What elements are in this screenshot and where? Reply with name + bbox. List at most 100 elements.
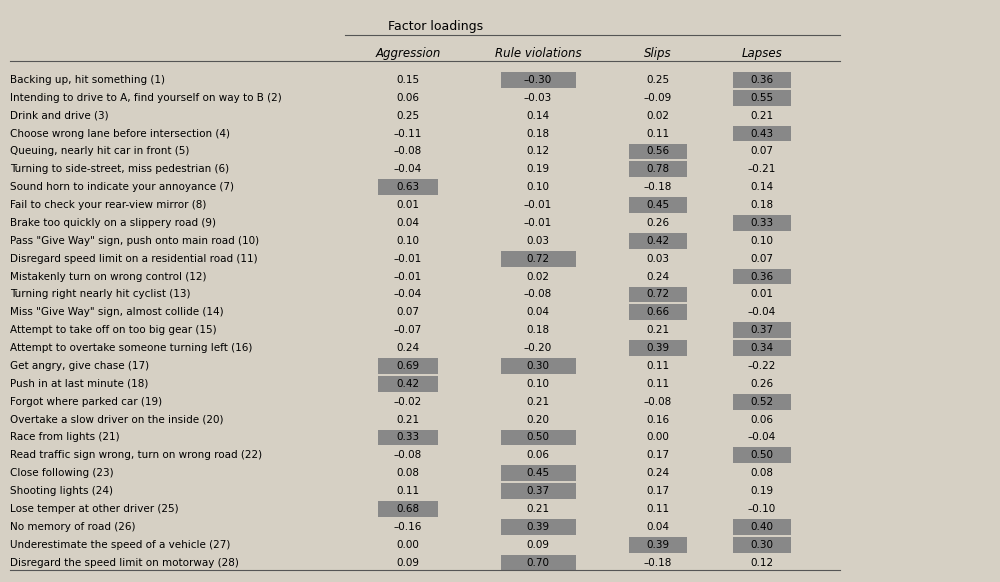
Text: 0.11: 0.11 bbox=[646, 504, 670, 514]
Text: 0.01: 0.01 bbox=[396, 200, 420, 210]
Text: 0.68: 0.68 bbox=[396, 504, 420, 514]
Bar bbox=[378, 430, 438, 445]
Text: –0.08: –0.08 bbox=[394, 147, 422, 157]
Text: Attempt to take off on too big gear (15): Attempt to take off on too big gear (15) bbox=[10, 325, 217, 335]
Text: –0.04: –0.04 bbox=[748, 307, 776, 317]
Text: –0.02: –0.02 bbox=[394, 397, 422, 407]
Text: Push in at last minute (18): Push in at last minute (18) bbox=[10, 379, 148, 389]
Text: –0.04: –0.04 bbox=[748, 432, 776, 442]
Text: –0.04: –0.04 bbox=[394, 289, 422, 300]
Bar bbox=[501, 358, 576, 374]
Text: 0.08: 0.08 bbox=[750, 468, 774, 478]
Bar bbox=[733, 394, 791, 410]
Text: –0.18: –0.18 bbox=[644, 182, 672, 192]
Text: Turning to side-street, miss pedestrian (6): Turning to side-street, miss pedestrian … bbox=[10, 164, 229, 175]
Text: 0.42: 0.42 bbox=[396, 379, 420, 389]
Text: 0.07: 0.07 bbox=[750, 147, 774, 157]
Text: 0.37: 0.37 bbox=[526, 486, 550, 496]
Text: 0.10: 0.10 bbox=[526, 182, 550, 192]
Text: 0.50: 0.50 bbox=[526, 432, 550, 442]
Text: 0.06: 0.06 bbox=[526, 450, 550, 460]
Bar bbox=[733, 340, 791, 356]
Text: –0.01: –0.01 bbox=[524, 200, 552, 210]
Text: No memory of road (26): No memory of road (26) bbox=[10, 522, 136, 532]
Text: 0.18: 0.18 bbox=[526, 325, 550, 335]
Text: –0.18: –0.18 bbox=[644, 558, 672, 567]
Text: 0.72: 0.72 bbox=[646, 289, 670, 300]
Text: 0.24: 0.24 bbox=[646, 468, 670, 478]
Text: 0.55: 0.55 bbox=[750, 93, 774, 103]
Text: 0.00: 0.00 bbox=[647, 432, 669, 442]
Bar bbox=[629, 197, 687, 213]
Bar bbox=[378, 501, 438, 517]
Bar bbox=[733, 269, 791, 285]
Text: Turning right nearly hit cyclist (13): Turning right nearly hit cyclist (13) bbox=[10, 289, 190, 300]
Text: 0.21: 0.21 bbox=[526, 397, 550, 407]
Bar bbox=[629, 304, 687, 320]
Text: 0.09: 0.09 bbox=[526, 540, 550, 550]
Text: 0.12: 0.12 bbox=[750, 558, 774, 567]
Text: 0.21: 0.21 bbox=[750, 111, 774, 120]
Text: 0.69: 0.69 bbox=[396, 361, 420, 371]
Bar bbox=[378, 179, 438, 195]
Text: 0.39: 0.39 bbox=[646, 343, 670, 353]
Text: Forgot where parked car (19): Forgot where parked car (19) bbox=[10, 397, 162, 407]
Text: Rule violations: Rule violations bbox=[495, 47, 581, 59]
Text: 0.14: 0.14 bbox=[750, 182, 774, 192]
Text: Overtake a slow driver on the inside (20): Overtake a slow driver on the inside (20… bbox=[10, 414, 224, 425]
Bar bbox=[629, 286, 687, 302]
Text: 0.33: 0.33 bbox=[750, 218, 774, 228]
Text: 0.26: 0.26 bbox=[750, 379, 774, 389]
Text: 0.15: 0.15 bbox=[396, 75, 420, 85]
Text: 0.11: 0.11 bbox=[646, 379, 670, 389]
Text: –0.11: –0.11 bbox=[394, 129, 422, 139]
Text: 0.17: 0.17 bbox=[646, 450, 670, 460]
Text: 0.17: 0.17 bbox=[646, 486, 670, 496]
Text: Factor loadings: Factor loadings bbox=[388, 20, 483, 33]
Text: 0.25: 0.25 bbox=[646, 75, 670, 85]
Text: –0.07: –0.07 bbox=[394, 325, 422, 335]
Text: 0.19: 0.19 bbox=[750, 486, 774, 496]
Text: 0.00: 0.00 bbox=[397, 540, 419, 550]
Text: 0.21: 0.21 bbox=[646, 325, 670, 335]
Text: 0.36: 0.36 bbox=[750, 272, 774, 282]
Text: 0.03: 0.03 bbox=[646, 254, 670, 264]
Text: Drink and drive (3): Drink and drive (3) bbox=[10, 111, 109, 120]
Text: 0.66: 0.66 bbox=[646, 307, 670, 317]
Text: 0.56: 0.56 bbox=[646, 147, 670, 157]
Text: 0.10: 0.10 bbox=[396, 236, 420, 246]
Text: 0.01: 0.01 bbox=[750, 289, 774, 300]
Bar bbox=[733, 90, 791, 106]
Text: –0.04: –0.04 bbox=[394, 164, 422, 175]
Text: 0.39: 0.39 bbox=[526, 522, 550, 532]
Text: 0.25: 0.25 bbox=[396, 111, 420, 120]
Bar bbox=[733, 519, 791, 535]
Bar bbox=[501, 72, 576, 88]
Text: 0.10: 0.10 bbox=[750, 236, 774, 246]
Text: 0.11: 0.11 bbox=[646, 361, 670, 371]
Text: –0.03: –0.03 bbox=[524, 93, 552, 103]
Text: –0.21: –0.21 bbox=[748, 164, 776, 175]
Text: 0.03: 0.03 bbox=[526, 236, 550, 246]
Text: 0.07: 0.07 bbox=[396, 307, 420, 317]
Text: 0.02: 0.02 bbox=[526, 272, 550, 282]
Bar bbox=[501, 430, 576, 445]
Bar bbox=[629, 233, 687, 249]
Bar bbox=[733, 215, 791, 231]
Text: –0.08: –0.08 bbox=[394, 450, 422, 460]
Text: 0.39: 0.39 bbox=[646, 540, 670, 550]
Bar bbox=[629, 144, 687, 159]
Text: 0.06: 0.06 bbox=[750, 414, 774, 425]
Text: –0.01: –0.01 bbox=[394, 254, 422, 264]
Text: 0.04: 0.04 bbox=[396, 218, 420, 228]
Bar bbox=[501, 483, 576, 499]
Text: Read traffic sign wrong, turn on wrong road (22): Read traffic sign wrong, turn on wrong r… bbox=[10, 450, 262, 460]
Text: 0.11: 0.11 bbox=[646, 129, 670, 139]
Text: 0.24: 0.24 bbox=[646, 272, 670, 282]
Text: 0.45: 0.45 bbox=[646, 200, 670, 210]
Text: Backing up, hit something (1): Backing up, hit something (1) bbox=[10, 75, 165, 85]
Text: 0.63: 0.63 bbox=[396, 182, 420, 192]
Text: 0.70: 0.70 bbox=[526, 558, 550, 567]
Text: Disregard speed limit on a residential road (11): Disregard speed limit on a residential r… bbox=[10, 254, 258, 264]
Bar bbox=[378, 358, 438, 374]
